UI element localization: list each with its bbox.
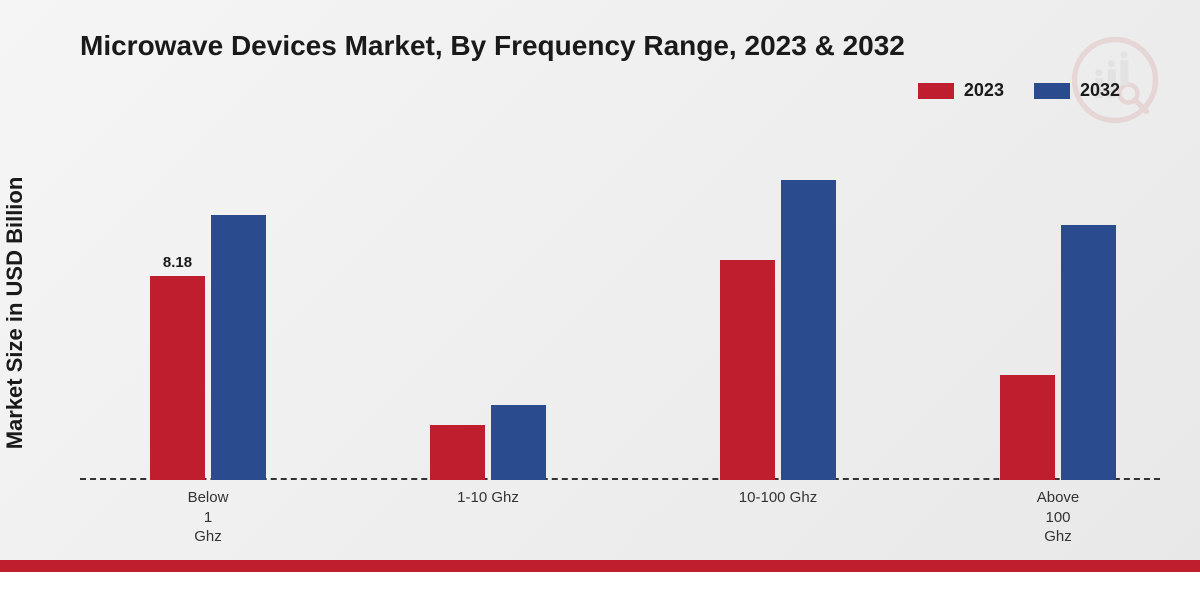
bar (720, 260, 775, 480)
bar-value-label: 8.18 (163, 254, 192, 271)
legend-swatch-2023 (918, 83, 954, 99)
bar (491, 405, 546, 480)
x-axis-category-label: 1-10 Ghz (457, 488, 519, 508)
bar (1000, 375, 1055, 480)
chart-plot-area: 8.18 (80, 130, 1160, 480)
chart-title: Microwave Devices Market, By Frequency R… (80, 30, 905, 62)
bar (1061, 225, 1116, 480)
legend: 2023 2032 (918, 80, 1120, 101)
bar-group: 8.18 (150, 215, 266, 480)
y-axis-label: Market Size in USD Billion (2, 177, 28, 450)
x-axis-category-label: Below 1 Ghz (188, 488, 229, 547)
bar (211, 215, 266, 480)
x-axis-labels: Below 1 Ghz1-10 Ghz10-100 GhzAbove 100 G… (80, 480, 1160, 540)
legend-item-2023: 2023 (918, 80, 1004, 101)
legend-label-2023: 2023 (964, 80, 1004, 101)
footer-red-stripe (0, 560, 1200, 572)
bar-group (720, 180, 836, 480)
bar (781, 180, 836, 480)
bar: 8.18 (150, 276, 205, 481)
bar-group (1000, 225, 1116, 480)
bar (430, 425, 485, 480)
footer-white-stripe (0, 572, 1200, 600)
legend-item-2032: 2032 (1034, 80, 1120, 101)
x-axis-category-label: 10-100 Ghz (739, 488, 817, 508)
x-axis-category-label: Above 100 Ghz (1037, 488, 1080, 547)
bar-group (430, 405, 546, 480)
legend-swatch-2032 (1034, 83, 1070, 99)
legend-label-2032: 2032 (1080, 80, 1120, 101)
